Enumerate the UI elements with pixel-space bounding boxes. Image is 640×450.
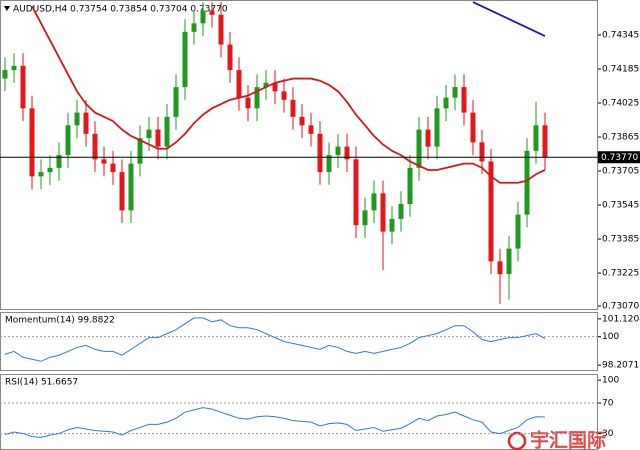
candle-body [38,172,44,177]
candle-body [398,203,404,219]
candle-body [47,167,53,173]
y-tick-label: 98.2071 [602,361,639,371]
candle-body [299,116,305,126]
candle-body [380,193,386,232]
candle-body [263,82,269,88]
candle-body [155,129,161,147]
candle-body [290,99,296,117]
candle-body [317,133,323,173]
candle-body [29,108,35,177]
candle-body [56,155,62,168]
y-tick-label: 100 [602,332,619,342]
y-tick-label: 70 [602,399,614,409]
candle-body [479,142,485,162]
watermark: 宇汇国际 [530,430,606,450]
candle-body [353,159,359,226]
candle-body [101,159,107,164]
candle-body [83,112,89,134]
y-tick-label: 0.74185 [602,65,639,75]
candle-body [425,129,431,147]
y-tick-label: 101.1204 [602,314,640,324]
price-panel [0,0,598,310]
current-price-label: 0.73770 [601,153,638,163]
candle-body [416,129,422,168]
candle-body [74,112,80,126]
y-tick-label: 0.73705 [602,167,639,177]
candle-body [191,23,197,32]
candle-body [542,125,548,158]
candle-body [524,150,530,215]
candle-body [119,172,125,211]
candle-body [281,91,287,100]
candle-body [173,87,179,117]
watermark-logo [507,431,527,450]
candle-body [488,161,494,262]
momentum-title: Momentum(14) 99.8822 [5,316,115,326]
moving-average [31,5,546,184]
candle-body [407,167,413,204]
candle-body [146,129,152,139]
candle-body [164,116,170,147]
current-price-box [598,151,640,164]
candle-body [227,44,233,71]
candle-body [443,97,449,109]
candle-body [236,70,242,98]
candle-body [326,155,332,173]
y-tick-label: 0.73070 [602,302,639,312]
y-tick-label: 0.73385 [602,235,639,245]
y-tick-label: 0.73225 [602,269,639,279]
candle-body [506,248,512,275]
candle-body [182,31,188,88]
candle-body [461,87,467,113]
rsi-panel [0,374,598,450]
candle-body [92,133,98,160]
indicator-line [4,317,546,362]
indicator-line [4,407,546,438]
candle-body [308,125,314,134]
y-tick-label: 0.73545 [602,201,639,211]
moving-average [472,1,546,37]
candle-body [533,125,539,151]
candle-body [497,261,503,275]
candle-body [128,163,134,211]
candle-body [272,82,278,92]
candle-body [434,108,440,147]
candle-body [218,14,224,45]
y-tick-label: 0.74025 [602,99,639,109]
candle-body [452,87,458,98]
candle-body [110,163,116,173]
candle-body [137,138,143,164]
candle-body [11,65,17,71]
candle-body [344,146,350,160]
candle-body [335,146,341,156]
rsi-title: RSI(14) 51.6657 [5,378,78,388]
candle-body [2,70,8,79]
symbol-icon [4,6,10,11]
momentum-panel [0,312,598,371]
candle-body [20,65,26,109]
y-tick-label: 0.74345 [602,31,639,41]
candle-body [65,125,71,156]
candle-body [362,210,368,226]
candle-body [245,97,251,109]
price-title: AUDUSD,H4 0.73754 0.73854 0.73704 0.7377… [13,5,228,15]
candle-body [254,87,260,109]
candle-body [200,10,206,24]
candle-body [515,214,521,249]
y-tick-label: 100 [602,376,619,386]
y-tick-label: 30 [602,429,614,439]
candle-body [209,10,215,15]
y-tick-label: 0.73865 [602,133,639,143]
candle-body [371,193,377,211]
candle-body [389,218,395,232]
candle-body [470,112,476,143]
